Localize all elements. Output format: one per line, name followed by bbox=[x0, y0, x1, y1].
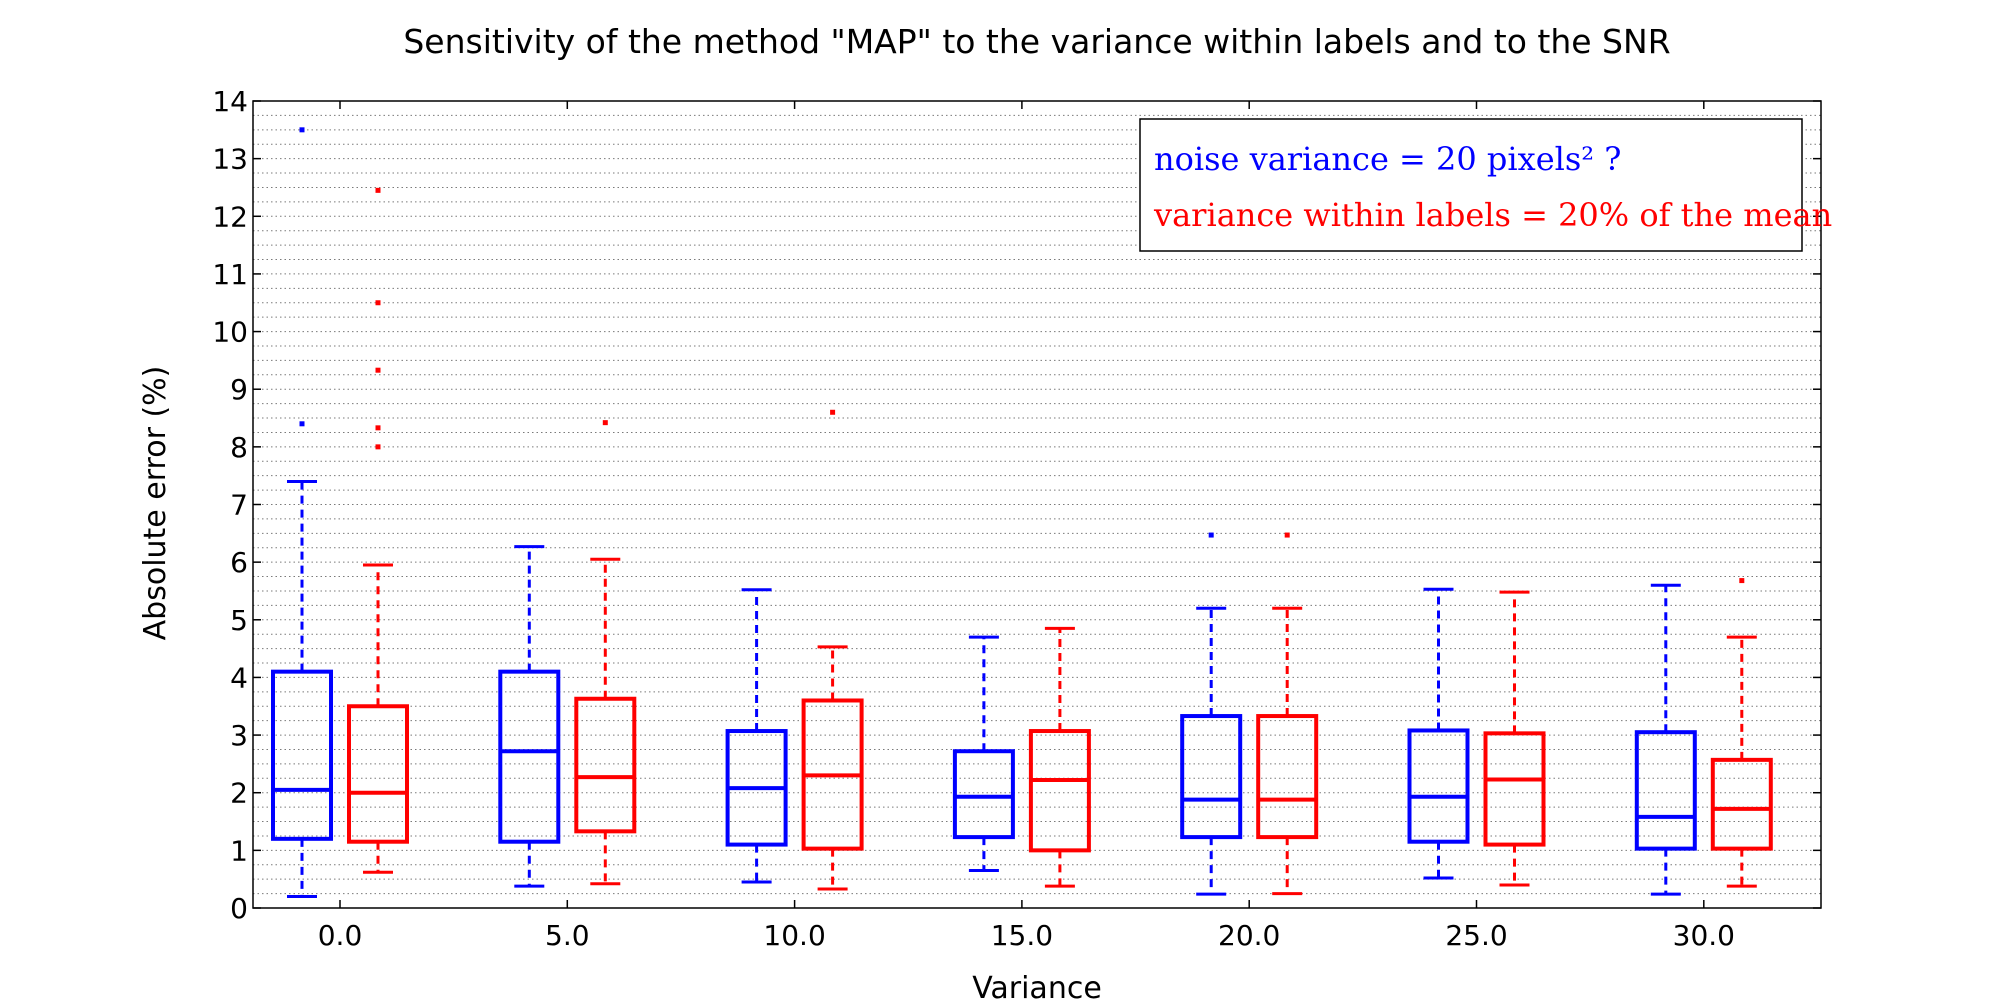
y-tick-label: 12 bbox=[212, 200, 248, 233]
y-tick-label: 5 bbox=[230, 604, 248, 637]
x-tick-label: 30.0 bbox=[1673, 919, 1735, 952]
box-item bbox=[1256, 532, 1319, 896]
y-tick-label: 3 bbox=[230, 719, 248, 752]
box-item bbox=[347, 187, 409, 874]
x-axis-label: Variance bbox=[972, 971, 1102, 1000]
box-item bbox=[1710, 578, 1773, 888]
outlier-point bbox=[1284, 532, 1290, 538]
x-tick-label: 20.0 bbox=[1218, 919, 1280, 952]
y-tick-label: 13 bbox=[212, 143, 248, 176]
y-tick-label: 0 bbox=[230, 892, 248, 925]
y-tick-label: 11 bbox=[212, 258, 248, 291]
box-iqr bbox=[574, 696, 637, 834]
y-tick-label: 4 bbox=[230, 661, 248, 694]
y-tick-label: 2 bbox=[230, 777, 248, 810]
y-tick-label: 10 bbox=[212, 316, 248, 349]
box-iqr bbox=[952, 749, 1015, 840]
legend-entry-red: variance within labels = 20% of the mean bbox=[1153, 196, 1832, 234]
box-item bbox=[1407, 587, 1470, 880]
outlier-point bbox=[375, 444, 381, 450]
box-iqr bbox=[271, 669, 333, 841]
x-tick-label: 5.0 bbox=[545, 919, 590, 952]
outlier-point bbox=[375, 367, 381, 373]
box-item bbox=[1028, 626, 1091, 888]
y-tick-label: 7 bbox=[230, 489, 248, 522]
box-item bbox=[1634, 583, 1697, 896]
chart-title: Sensitivity of the method "MAP" to the v… bbox=[403, 22, 1670, 61]
box-item bbox=[271, 127, 333, 898]
box-item bbox=[574, 420, 637, 886]
box-iqr bbox=[1180, 714, 1243, 840]
box-item bbox=[725, 588, 788, 884]
box-iqr bbox=[347, 704, 409, 844]
y-tick-label: 6 bbox=[230, 546, 248, 579]
x-tick-label: 10.0 bbox=[763, 919, 825, 952]
outlier-point bbox=[375, 187, 381, 193]
box-group bbox=[271, 127, 1773, 898]
outlier-point bbox=[299, 421, 305, 427]
y-tick-label: 1 bbox=[230, 834, 248, 867]
box-item bbox=[498, 545, 561, 888]
box-iqr bbox=[1407, 728, 1470, 844]
legend-box bbox=[1139, 118, 1803, 252]
legend: noise variance = 20 pixels² ? variance w… bbox=[1139, 118, 1832, 252]
y-tick-label: 9 bbox=[230, 373, 248, 406]
y-axis-label: Absolute error (%) bbox=[138, 366, 173, 641]
y-tick-label: 14 bbox=[212, 85, 248, 118]
box-iqr bbox=[498, 669, 561, 844]
box-item bbox=[1483, 590, 1546, 887]
outlier-point bbox=[830, 409, 836, 415]
box-iqr bbox=[1634, 730, 1697, 851]
box-iqr bbox=[1483, 731, 1546, 847]
outlier-point bbox=[299, 127, 305, 133]
box-iqr bbox=[1710, 757, 1773, 851]
outlier-point bbox=[1739, 578, 1745, 584]
y-tick-label: 8 bbox=[230, 431, 248, 464]
x-tick-label: 0.0 bbox=[318, 919, 363, 952]
outlier-point bbox=[1208, 532, 1214, 538]
outlier-point bbox=[375, 300, 381, 306]
outlier-point bbox=[602, 420, 608, 426]
grid-lines bbox=[253, 114, 1821, 895]
x-axis-ticks: 0.0 5.0 10.0 15.0 20.0 25.0 30.0 bbox=[318, 101, 1735, 952]
box-item bbox=[801, 409, 864, 891]
box-iqr bbox=[1256, 714, 1319, 840]
box-item bbox=[952, 635, 1015, 873]
box-iqr bbox=[1028, 729, 1091, 853]
x-tick-label: 15.0 bbox=[991, 919, 1053, 952]
x-tick-label: 25.0 bbox=[1445, 919, 1507, 952]
box-item bbox=[1180, 532, 1243, 896]
outlier-point bbox=[375, 425, 381, 431]
legend-entry-blue: noise variance = 20 pixels² ? bbox=[1154, 140, 1621, 178]
